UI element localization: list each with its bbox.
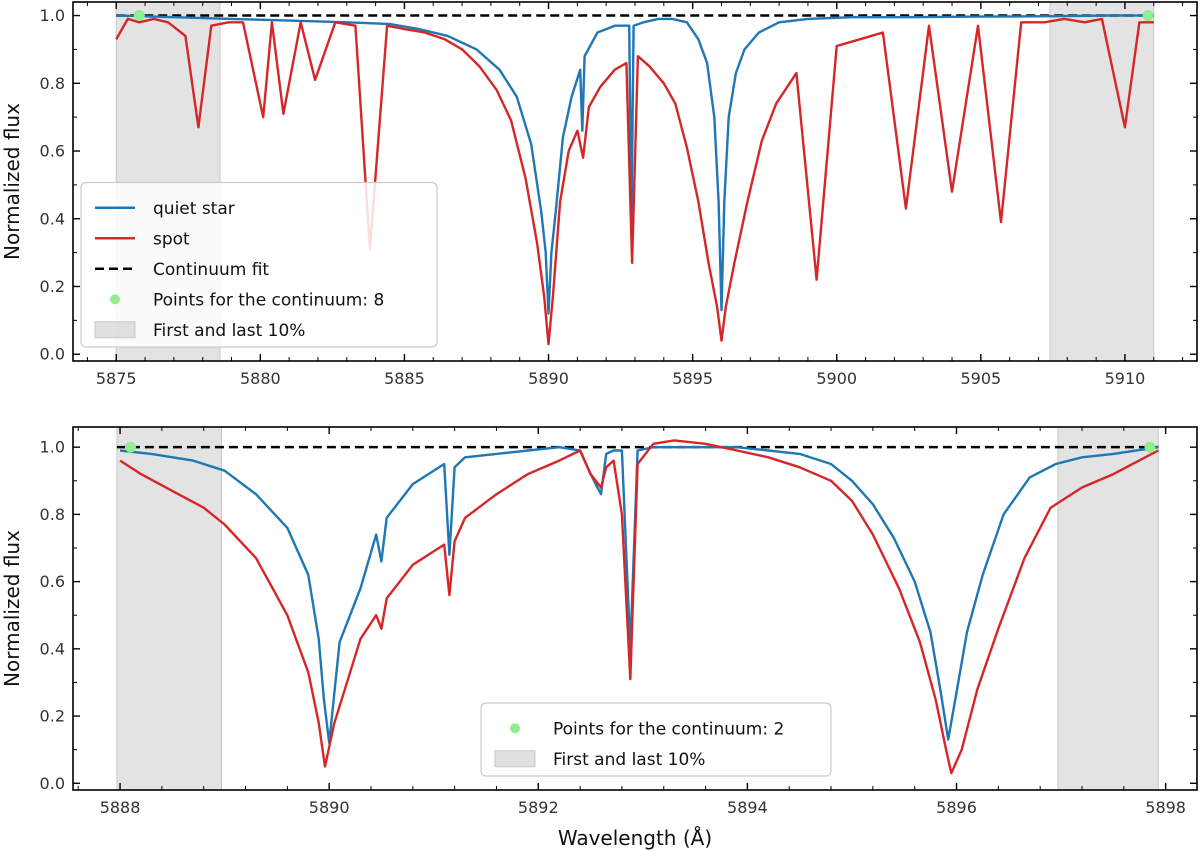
- y-tick-label: 0.0: [40, 774, 65, 793]
- x-tick-label: 5892: [518, 798, 559, 817]
- series-line-quiet: [116, 14, 1154, 315]
- plot-area: [116, 427, 1159, 790]
- x-tick-label: 5900: [816, 369, 857, 388]
- bottom-panel: 0.0 0.2 0.4 0.6 0.8 1.0 5888 5890 5892 5894 5896 58…: [0, 426, 1198, 850]
- y-tick-label: 0.4: [40, 209, 65, 228]
- y-tick-label: 0.2: [40, 277, 65, 296]
- legend-swatch-patch: [494, 750, 536, 768]
- x-tick-label: 5880: [240, 369, 281, 388]
- x-tick-label: 5875: [96, 369, 137, 388]
- y-tick-label: 0.4: [40, 639, 65, 658]
- x-tick-label: 5890: [309, 798, 350, 817]
- series-line-spot: [115, 17, 1154, 346]
- top-panel: 0.0 0.2 0.4 0.6 0.8 1.0 5875 5880 5885 5890 5895 59…: [0, 1, 1198, 388]
- legend-box: [480, 702, 832, 777]
- x-tick-label: 5895: [672, 369, 713, 388]
- legend-swatch-point: [110, 294, 120, 305]
- y-tick-label: 1.0: [40, 438, 65, 457]
- shaded-region-0: [116, 427, 222, 790]
- legend-label: Points for the continuum: 2: [553, 719, 784, 739]
- legend-label: quiet star: [153, 199, 235, 219]
- legend-box: [80, 181, 438, 348]
- x-tick-label: 5888: [100, 798, 141, 817]
- x-tick-label: 5905: [960, 369, 1001, 388]
- legend-swatch-patch: [94, 321, 136, 339]
- shaded-region-1: [1049, 2, 1155, 361]
- legend-label: Points for the continuum: 8: [153, 290, 384, 310]
- y-tick-label: 0.8: [40, 505, 65, 524]
- y-tick-label: 0.6: [40, 142, 65, 161]
- x-axis-label: Wavelength (Å): [558, 826, 712, 850]
- legend-label: First and last 10%: [553, 750, 705, 770]
- x-tick-label: 5890: [528, 369, 569, 388]
- legend-label: spot: [153, 229, 190, 249]
- legend-label: First and last 10%: [153, 321, 305, 341]
- x-tick-label: 5898: [1145, 798, 1186, 817]
- legend: Points for the continuum: 2 First and las…: [480, 702, 832, 777]
- continuum-point-1: [1142, 10, 1154, 22]
- y-tick-label: 1.0: [40, 6, 65, 25]
- y-tick-label: 0.8: [40, 74, 65, 93]
- x-tick-label: 5885: [384, 369, 425, 388]
- y-tick-label: 0.2: [40, 707, 65, 726]
- shaded-region-1: [1057, 427, 1159, 790]
- legend-swatch-point: [510, 723, 520, 734]
- y-tick-label: 0.0: [40, 345, 65, 364]
- legend-label: Continuum fit: [153, 260, 269, 280]
- continuum-point-0: [133, 10, 145, 22]
- plot-area: [115, 2, 1155, 361]
- continuum-point-0: [125, 441, 137, 453]
- y-tick-label: 0.6: [40, 572, 65, 591]
- x-tick-label: 5894: [727, 798, 768, 817]
- y-axis-label: Normalized flux: [0, 103, 24, 260]
- continuum-point-1: [1144, 441, 1156, 453]
- x-tick-label: 5910: [1105, 369, 1146, 388]
- legend: quiet star spot Continuum fit Points for th…: [80, 181, 438, 348]
- axes-frame: [72, 426, 1198, 791]
- series-line-spot: [119, 439, 1159, 775]
- y-axis-label: Normalized flux: [0, 530, 24, 687]
- series-line-quiet: [119, 446, 1159, 745]
- x-tick-label: 5896: [936, 798, 977, 817]
